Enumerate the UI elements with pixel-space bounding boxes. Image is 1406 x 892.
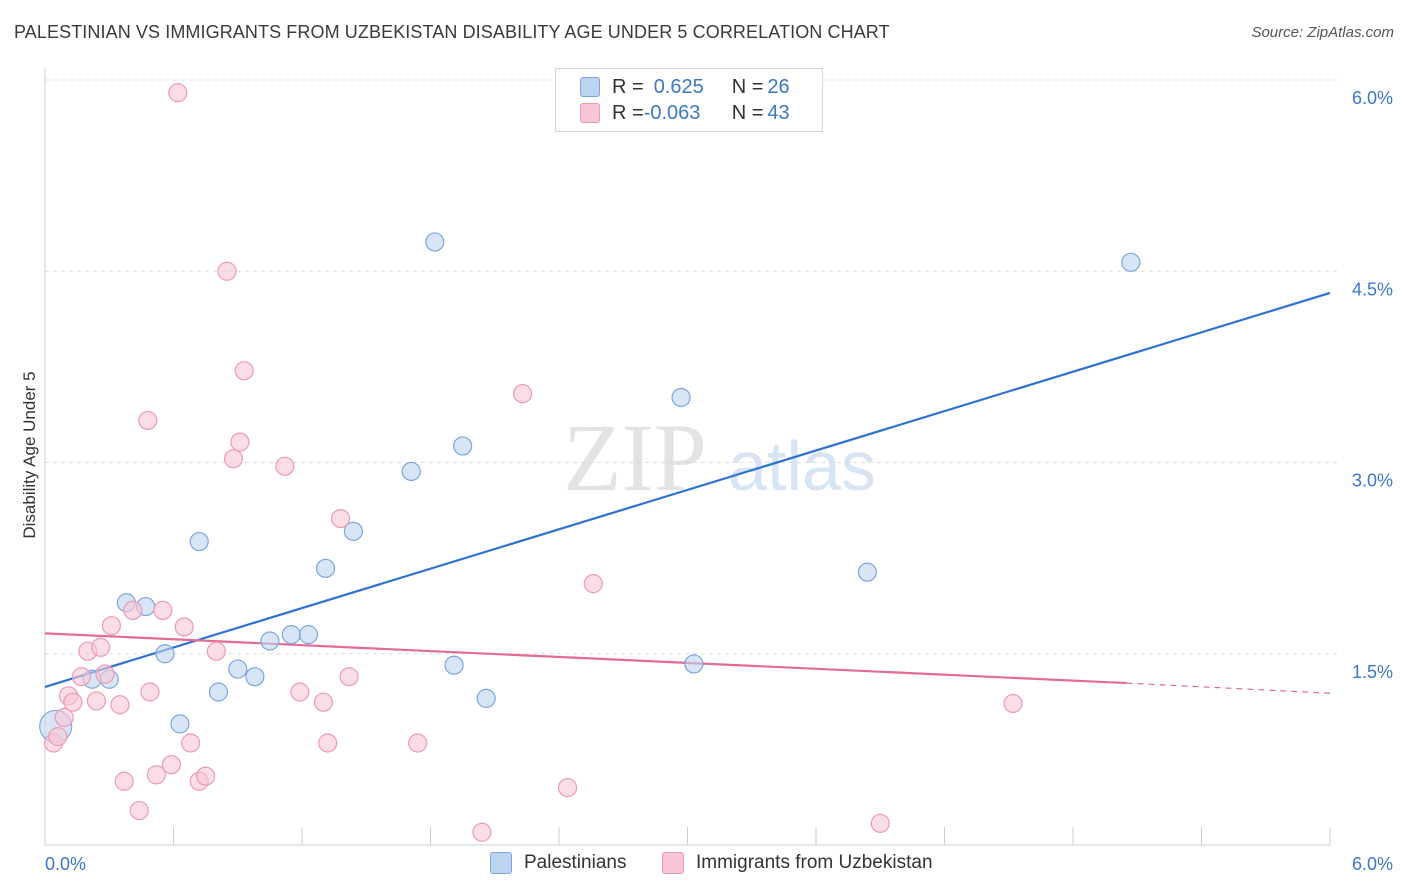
point-uzbekistan xyxy=(313,692,334,712)
point-palestinian xyxy=(476,688,496,708)
legend-r-value: 0.625 xyxy=(653,75,704,98)
legend-n-label: N = xyxy=(731,75,764,98)
y-tick-label: 1.5% xyxy=(1352,662,1393,682)
point-uzbekistan xyxy=(114,771,134,791)
watermark: ZIP atlas xyxy=(563,404,876,511)
y-tick-label: 6.0% xyxy=(1352,88,1393,108)
point-uzbekistan xyxy=(472,822,492,842)
point-palestinian xyxy=(343,521,363,541)
point-uzbekistan xyxy=(196,766,216,786)
legend-label-uzbekistan: Immigrants from Uzbekistan xyxy=(696,852,933,873)
legend-label-palestinians: Palestinians xyxy=(524,852,627,873)
point-uzbekistan xyxy=(870,813,890,833)
point-palestinian xyxy=(684,654,704,674)
legend-swatch-blue xyxy=(490,852,512,874)
points xyxy=(39,83,1141,842)
point-uzbekistan xyxy=(48,727,68,747)
point-uzbekistan xyxy=(230,432,250,452)
point-uzbekistan xyxy=(217,261,237,281)
point-uzbekistan xyxy=(101,616,121,636)
point-palestinian xyxy=(444,655,464,675)
point-palestinian xyxy=(228,659,248,679)
point-uzbekistan xyxy=(138,410,158,431)
axes xyxy=(44,68,1331,846)
point-uzbekistan xyxy=(123,600,143,621)
point-uzbekistan xyxy=(234,361,254,381)
point-uzbekistan xyxy=(557,778,578,798)
point-uzbekistan xyxy=(408,733,428,753)
point-uzbekistan xyxy=(63,692,83,712)
point-uzbekistan xyxy=(129,800,149,821)
point-uzbekistan xyxy=(223,449,244,469)
point-palestinian xyxy=(245,667,265,687)
legend-r-value: -0.063 xyxy=(643,101,701,124)
point-palestinian xyxy=(260,631,280,651)
point-palestinian xyxy=(298,625,319,645)
point-uzbekistan xyxy=(512,384,533,404)
point-uzbekistan xyxy=(140,682,160,702)
y-tick-label: 3.0% xyxy=(1352,471,1393,491)
legend-swatch-pink xyxy=(580,103,600,123)
trendline xyxy=(44,291,1331,688)
point-uzbekistan xyxy=(181,733,201,753)
point-uzbekistan xyxy=(174,617,194,637)
point-uzbekistan xyxy=(71,667,92,687)
point-palestinian xyxy=(857,562,878,582)
point-uzbekistan xyxy=(318,733,338,753)
bottom-legend-palestinians: Palestinians xyxy=(490,852,626,874)
point-palestinian xyxy=(189,531,209,552)
point-palestinian xyxy=(281,625,301,645)
point-palestinian xyxy=(425,232,445,252)
point-uzbekistan xyxy=(168,83,188,103)
point-uzbekistan xyxy=(95,664,115,684)
legend-n-value: 26 xyxy=(767,75,790,98)
point-uzbekistan xyxy=(1003,693,1023,714)
point-uzbekistan xyxy=(583,574,603,594)
legend-r-label: R = xyxy=(612,101,644,124)
point-uzbekistan xyxy=(275,456,295,476)
point-palestinian xyxy=(401,461,421,482)
x-tick-label: 0.0% xyxy=(45,854,86,874)
x-tick-label: 6.0% xyxy=(1352,854,1393,874)
source-label: Source: ZipAtlas.com xyxy=(1251,24,1394,41)
point-palestinian xyxy=(453,436,473,456)
watermark-zip: ZIP xyxy=(563,404,707,511)
point-uzbekistan xyxy=(110,695,130,715)
point-uzbekistan xyxy=(153,600,173,621)
point-uzbekistan xyxy=(91,637,111,657)
chart-title: PALESTINIAN VS IMMIGRANTS FROM UZBEKISTA… xyxy=(14,22,890,42)
y-tick-label: 4.5% xyxy=(1352,279,1393,299)
point-uzbekistan xyxy=(86,691,107,711)
y-axis-label: Disability Age Under 5 xyxy=(20,371,39,539)
point-palestinian xyxy=(170,714,190,734)
legend-swatch-blue xyxy=(580,77,600,97)
tick-labels: 1.5% 3.0% 4.5% 6.0% 0.0% 6.0% xyxy=(45,88,1393,874)
trendline xyxy=(1126,682,1331,694)
point-uzbekistan xyxy=(54,707,74,728)
legend-n-value: 43 xyxy=(767,101,790,124)
point-palestinian xyxy=(671,387,691,408)
point-uzbekistan xyxy=(146,765,166,785)
point-palestinian xyxy=(155,644,175,664)
point-uzbekistan xyxy=(330,508,351,529)
point-uzbekistan xyxy=(206,641,226,661)
legend-r-label: R = xyxy=(612,75,644,98)
bottom-legend-uzbekistan: Immigrants from Uzbekistan xyxy=(662,852,933,874)
trendline xyxy=(44,632,1127,685)
legend-row-uzbekistan: R = -0.063 N = 43 xyxy=(580,101,790,125)
point-palestinian xyxy=(1121,252,1141,272)
legend-n-label: N = xyxy=(731,101,764,124)
legend-swatch-pink xyxy=(662,852,684,874)
point-uzbekistan xyxy=(290,682,310,702)
legend-row-palestinians: R = 0.625 N = 26 xyxy=(580,75,790,99)
point-palestinian xyxy=(315,558,336,578)
correlation-legend: R = 0.625 N = 26 R = -0.063 N = 43 xyxy=(555,68,823,132)
point-palestinian xyxy=(208,682,229,702)
point-uzbekistan xyxy=(161,755,181,775)
trendlines xyxy=(44,291,1331,694)
point-uzbekistan xyxy=(339,667,359,687)
